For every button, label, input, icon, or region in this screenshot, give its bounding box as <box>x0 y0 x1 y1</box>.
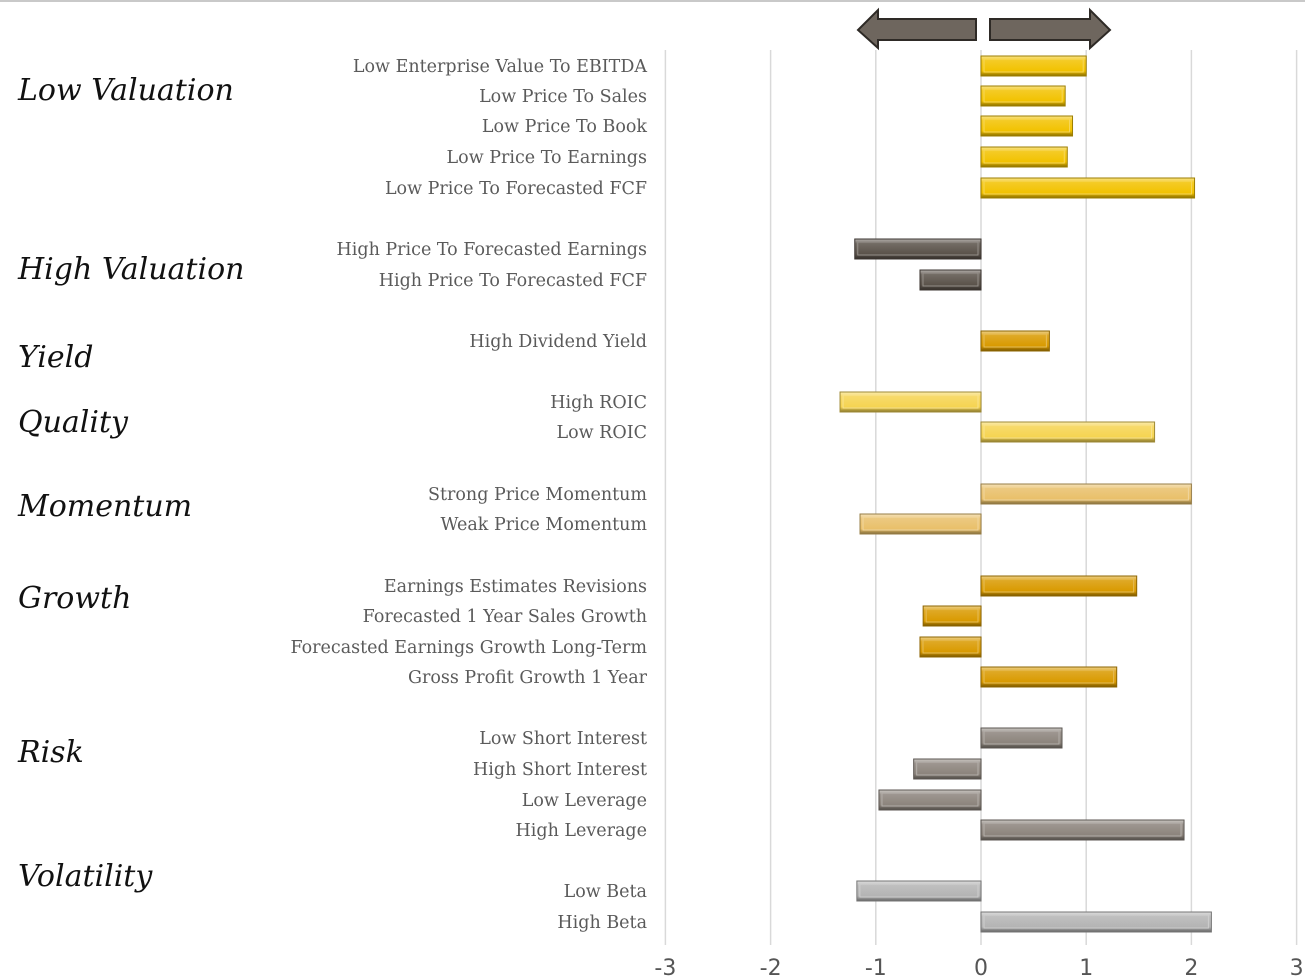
bar <box>980 575 1138 597</box>
direction-arrows <box>856 7 1112 51</box>
bar <box>859 513 982 535</box>
category-label: Earnings Estimates Revisions <box>384 577 647 597</box>
bar-bevel <box>922 639 979 654</box>
category-label: Low Short Interest <box>479 729 647 749</box>
category-label: Strong Price Momentum <box>428 485 647 505</box>
bar <box>856 880 982 902</box>
bar-bevel <box>916 761 979 776</box>
category-label: High Dividend Yield <box>469 332 647 352</box>
category-label: High ROIC <box>550 393 647 413</box>
bar <box>980 483 1192 505</box>
group-label-volatility: Volatility <box>18 859 153 894</box>
x-tick-label: -3 <box>654 956 676 980</box>
group-label-momentum: Momentum <box>18 489 193 524</box>
bar-bevel <box>983 669 1115 684</box>
x-tick-label: 0 <box>974 956 988 980</box>
bar <box>839 391 982 413</box>
category-label: Low Price To Book <box>482 117 648 137</box>
category-label: High Short Interest <box>473 760 647 780</box>
bar-bevel <box>983 486 1189 501</box>
bar <box>980 85 1066 107</box>
bar <box>980 666 1118 688</box>
bar-bevel <box>881 792 979 807</box>
bar <box>980 115 1074 137</box>
right-arrow-icon <box>989 7 1112 51</box>
category-labels: Low Enterprise Value To EBITDA Low Price … <box>290 57 647 933</box>
bar-bevel <box>983 149 1065 164</box>
bar-bevel <box>983 58 1084 73</box>
bar <box>980 55 1087 77</box>
bar <box>980 421 1156 443</box>
bar-bevel <box>983 914 1209 929</box>
group-label-quality: Quality <box>18 405 128 440</box>
bar <box>922 605 982 627</box>
bar <box>913 758 982 780</box>
category-label: Low Price To Forecasted FCF <box>385 179 647 199</box>
bar <box>980 911 1212 933</box>
group-label-growth: Growth <box>18 581 132 616</box>
left-arrow-icon <box>856 7 977 51</box>
x-tick-labels: -3 -2 -1 0 1 2 3 <box>654 956 1303 980</box>
category-label: Low ROIC <box>556 423 647 443</box>
category-label: Low Beta <box>564 882 647 902</box>
bar <box>980 177 1196 199</box>
category-label: High Price To Forecasted FCF <box>379 271 647 291</box>
bar-bevel <box>859 883 979 898</box>
x-tick-label: 1 <box>1079 956 1093 980</box>
bar <box>919 636 982 658</box>
bar <box>919 269 982 291</box>
category-label: Gross Profit Growth 1 Year <box>408 668 648 688</box>
bar <box>980 146 1068 168</box>
bar-bevel <box>983 180 1193 195</box>
bar-bevel <box>983 333 1047 348</box>
group-label-risk: Risk <box>18 735 84 770</box>
group-label-high-valuation: High Valuation <box>18 252 245 287</box>
bar-bevel <box>983 118 1071 133</box>
bar-bevel <box>983 424 1153 439</box>
bar-bevel <box>983 822 1182 837</box>
bar-bevel <box>842 394 979 409</box>
category-label: Low Enterprise Value To EBITDA <box>353 57 647 77</box>
category-label: High Leverage <box>516 821 647 841</box>
category-label: High Beta <box>557 913 647 933</box>
bar-bevel <box>925 608 979 623</box>
group-label-low-valuation: Low Valuation <box>18 73 234 108</box>
bar-bevel <box>922 272 979 287</box>
x-tick-label: 3 <box>1290 956 1304 980</box>
x-tick-label: 2 <box>1184 956 1198 980</box>
top-rule <box>0 0 1305 2</box>
category-label: High Price To Forecasted Earnings <box>337 240 647 260</box>
bar <box>980 727 1063 749</box>
x-tick-label: -1 <box>865 956 887 980</box>
category-label: Forecasted 1 Year Sales Growth <box>363 607 647 627</box>
bar-bevel <box>983 578 1135 593</box>
category-label: Weak Price Momentum <box>440 515 647 535</box>
bar <box>878 789 982 811</box>
bars <box>839 55 1212 933</box>
group-label-yield: Yield <box>18 340 94 375</box>
category-label: Low Leverage <box>522 791 647 811</box>
bar-bevel <box>862 516 979 531</box>
category-label: Low Price To Earnings <box>447 148 647 168</box>
bar-bevel <box>857 241 979 256</box>
bar-bevel <box>983 88 1063 103</box>
category-label: Low Price To Sales <box>479 87 647 107</box>
bar <box>980 819 1185 841</box>
bar <box>980 330 1050 352</box>
bar-bevel <box>983 730 1060 745</box>
bar <box>854 238 982 260</box>
x-tick-label: -2 <box>760 956 782 980</box>
category-label: Forecasted Earnings Growth Long-Term <box>290 638 647 658</box>
